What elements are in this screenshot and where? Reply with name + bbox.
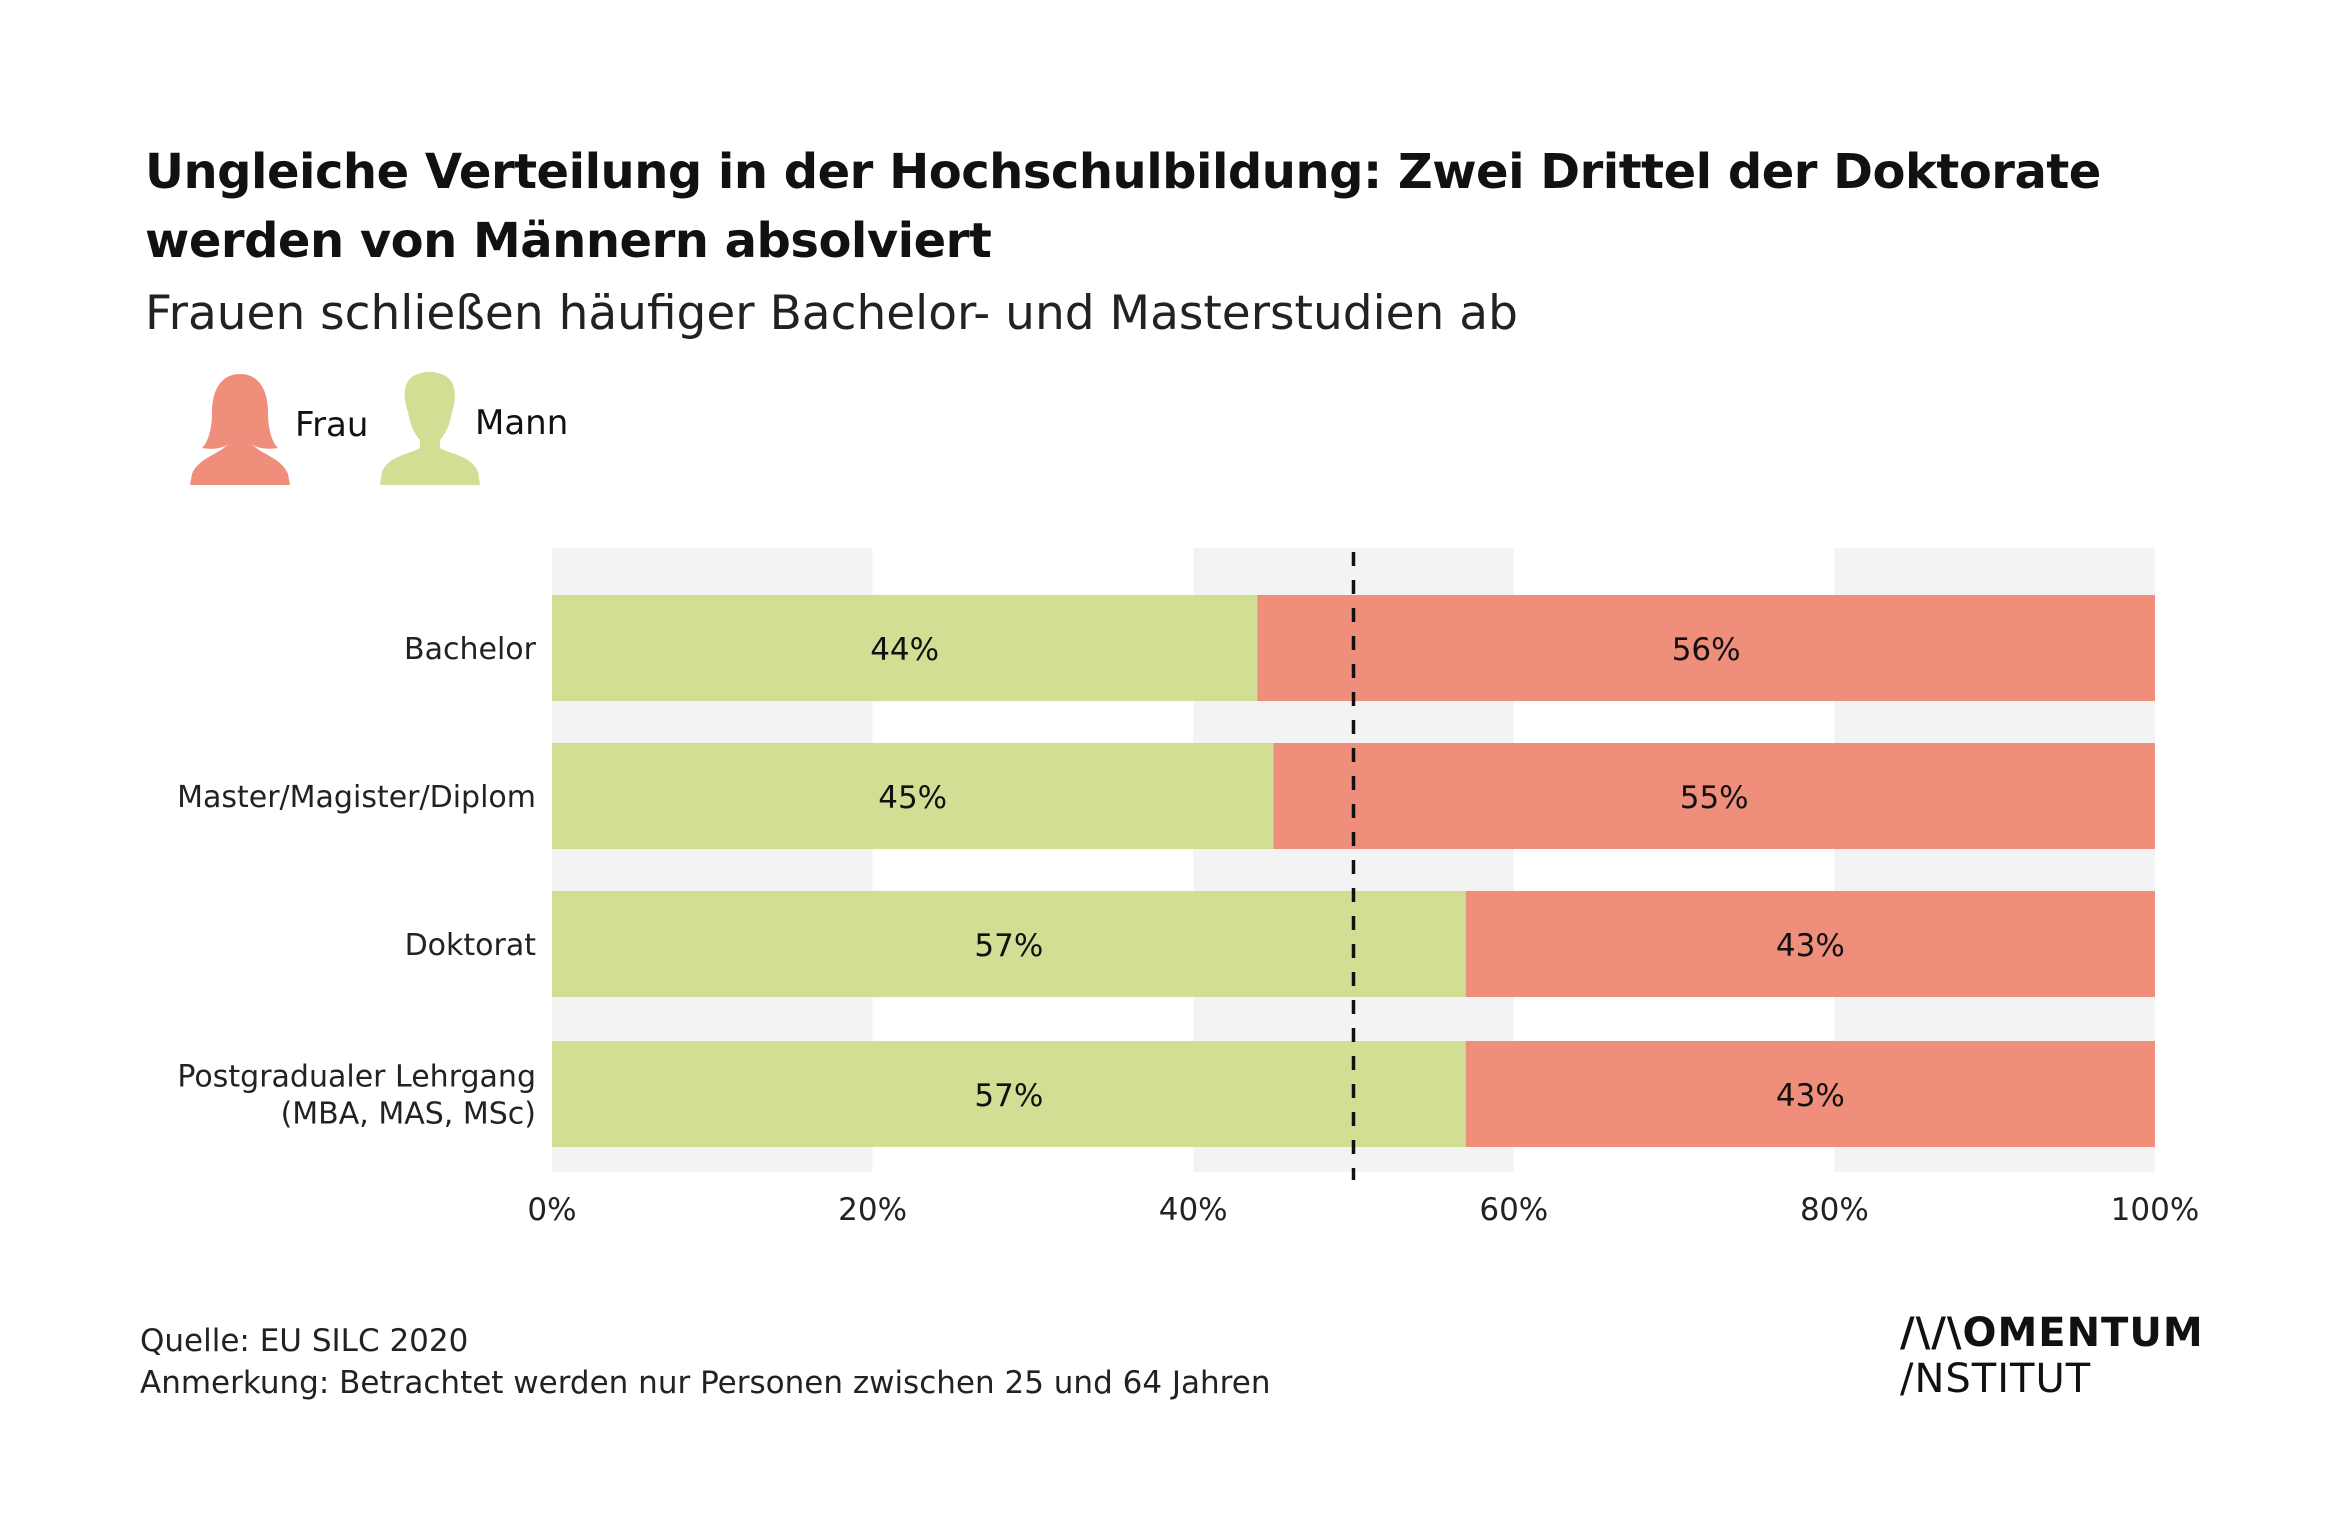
bar-segment-frau <box>1257 595 2155 701</box>
bar-segment-mann <box>552 891 1466 997</box>
bar-segment-mann <box>552 1041 1466 1147</box>
bar-value-label: 44% <box>870 632 939 668</box>
bar-value-label: 55% <box>1680 780 1749 816</box>
man-silhouette-icon <box>380 372 480 485</box>
bar-segment-mann <box>552 595 1258 701</box>
legend-item-frau: Frau <box>190 370 370 485</box>
bar-segment-frau <box>1465 1041 2155 1147</box>
category-label: Doktorat <box>405 928 537 963</box>
bar-value-label: 57% <box>974 1078 1043 1114</box>
bar-value-label: 43% <box>1776 1078 1845 1114</box>
logo-line-2: /NSTITUT <box>1900 1356 2092 1402</box>
legend-item-mann: Mann <box>380 370 580 485</box>
annotation-note: Anmerkung: Betrachtet werden nur Persone… <box>140 1365 1271 1401</box>
category-label: Postgradualer Lehrgang (MBA, MAS, MSc) <box>177 1060 536 1132</box>
category-labels: Bachelor Master/Magister/Diplom Doktorat Po… <box>177 632 537 1132</box>
legend: Frau Mann <box>190 370 690 485</box>
source-note: Quelle: EU SILC 2020 <box>140 1323 469 1359</box>
x-tick-label: 100% <box>2111 1192 2200 1228</box>
bar-value-label: 56% <box>1672 632 1741 668</box>
logo-line-1: /\/\OMENTUM <box>1900 1310 2204 1356</box>
x-tick-label: 60% <box>1479 1192 1548 1228</box>
x-tick-label: 20% <box>838 1192 907 1228</box>
chart-subtitle: Frauen schließen häufiger Bachelor- und … <box>145 286 1518 341</box>
chart-title: Ungleiche Verteilung in der Hochschulbil… <box>145 144 2101 269</box>
bar-value-label: 43% <box>1776 928 1845 964</box>
bar-value-labels: 44% 56% 45% 55% 57% 43% 57% 43% <box>870 632 1845 1114</box>
woman-silhouette-icon <box>190 374 290 485</box>
x-tick-label: 0% <box>527 1192 576 1228</box>
bar-segment-frau <box>1465 891 2155 997</box>
footer: Quelle: EU SILC 2020 Anmerkung: Betracht… <box>140 1320 1270 1404</box>
x-tick-label: 40% <box>1159 1192 1228 1228</box>
bar-segment-mann <box>552 743 1274 849</box>
x-tick-label: 80% <box>1800 1192 1869 1228</box>
category-label: Master/Magister/Diplom <box>177 780 536 815</box>
bar-value-label: 57% <box>974 928 1043 964</box>
bars <box>552 595 2155 1147</box>
legend-label-frau: Frau <box>295 405 369 445</box>
category-label: Bachelor <box>404 632 537 667</box>
bar-segment-frau <box>1273 743 2155 849</box>
x-axis-ticks: 0% 20% 40% 60% 80% 100% <box>527 1192 2199 1228</box>
legend-label-mann: Mann <box>475 403 569 443</box>
momentum-institut-logo: /\/\OMENTUM /NSTITUT <box>1900 1310 2204 1402</box>
bar-value-label: 45% <box>878 780 947 816</box>
